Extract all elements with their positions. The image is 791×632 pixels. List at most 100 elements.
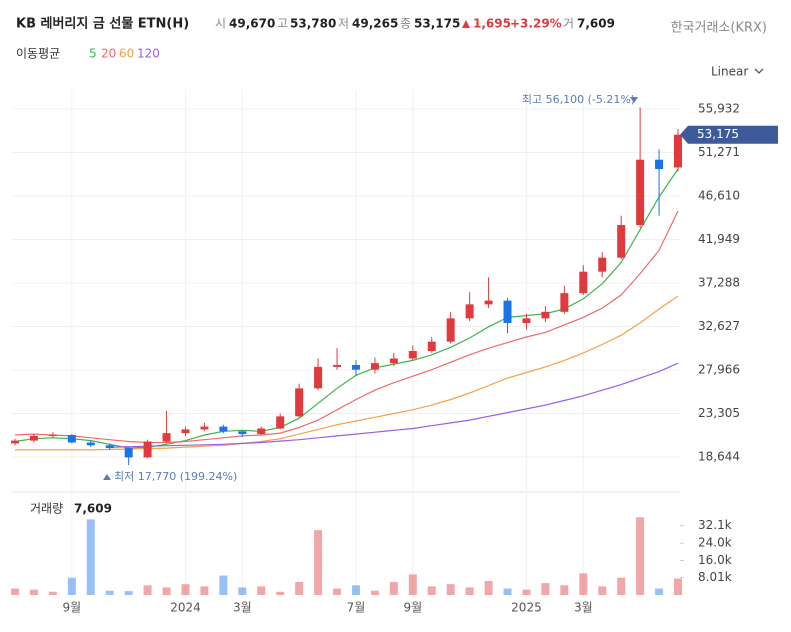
open: 49,670	[229, 17, 275, 31]
y-tick-label: 46,610	[698, 188, 740, 202]
low: 49,265	[352, 17, 398, 31]
candle-body	[465, 304, 474, 319]
volume-bar	[389, 582, 398, 595]
y-tick-label: 55,932	[698, 101, 740, 115]
x-tick-label: 3월	[574, 601, 593, 615]
chevron[interactable]	[754, 68, 764, 74]
exchange: 한국거래소(KRX)	[671, 21, 767, 36]
volume-last: 7,609	[74, 502, 112, 516]
candle-body	[541, 311, 550, 319]
candle-body	[219, 426, 228, 432]
change: 1,695	[473, 17, 511, 31]
volume-label: 거	[563, 17, 574, 31]
candle-body	[636, 159, 645, 226]
volume-bar	[48, 591, 57, 595]
volume-bar	[522, 589, 531, 595]
candle-body	[427, 341, 436, 352]
candle-body	[48, 435, 57, 437]
volume-bar	[200, 586, 209, 595]
volume-bar	[219, 575, 228, 595]
volume-bar	[333, 588, 342, 595]
candle-body	[370, 363, 379, 370]
volume-bar	[617, 577, 626, 595]
volume-bar	[124, 591, 133, 595]
price-tag	[680, 125, 778, 144]
volume-tick-label: 8.01k	[698, 570, 732, 584]
ma-legend: 120	[137, 47, 160, 61]
ma-label: 이동평균	[16, 47, 60, 61]
x-tick-label: 9월	[62, 601, 81, 615]
y-tick-label: 32,627	[698, 319, 740, 333]
volume-bar	[484, 580, 493, 595]
change-pct: +3.29%	[510, 17, 562, 31]
volume-bar	[541, 583, 550, 595]
high-marker	[630, 97, 638, 103]
candle-body	[389, 358, 398, 364]
volume-bar	[560, 585, 569, 595]
ma-legend: 5	[89, 47, 97, 61]
candle-body	[408, 351, 417, 359]
candle-body	[655, 159, 664, 170]
candle-body	[522, 318, 531, 324]
candle-body	[105, 445, 114, 449]
candle-body	[674, 134, 682, 168]
candle-body	[67, 435, 76, 443]
title: KB 레버리지 금 선물 ETN(H)	[16, 16, 189, 32]
volume-bar	[598, 586, 607, 595]
volume-bar	[655, 588, 664, 595]
volume-title: 거래량	[30, 502, 63, 516]
up-arrow	[462, 20, 470, 28]
price-tag-label: 53,175	[697, 127, 739, 141]
ma-line	[109, 362, 679, 448]
y-tick-label: 51,271	[698, 145, 740, 159]
volume-bar	[370, 590, 379, 595]
low-marker	[103, 474, 111, 480]
volume-bar	[86, 519, 95, 595]
volume-bar	[295, 582, 304, 595]
candle-body	[351, 365, 360, 370]
candle-body	[446, 318, 455, 342]
volume-bar	[446, 584, 455, 595]
volume-bar	[143, 585, 152, 595]
volume-bar	[181, 584, 190, 595]
open-label: 시	[215, 17, 226, 31]
volume-bar	[503, 588, 512, 595]
volume-bar	[276, 591, 285, 595]
volume-bar	[674, 578, 682, 595]
y-tick-label: 37,288	[698, 276, 740, 290]
candle-body	[86, 442, 95, 446]
volume-bar	[579, 573, 588, 595]
candle-body	[560, 293, 569, 312]
high-annotation: 최고 56,100 (-5.21%)	[522, 93, 635, 106]
candle-body	[579, 271, 588, 294]
ma-legend: 60	[119, 47, 134, 61]
volume: 7,609	[577, 17, 615, 31]
volume-bar	[11, 588, 19, 595]
candle-body	[124, 448, 133, 458]
scale-mode[interactable]: Linear	[711, 65, 748, 79]
candle-body	[314, 366, 323, 389]
candle-body	[11, 440, 19, 444]
x-tick-label: 7월	[347, 601, 366, 615]
candle-body	[29, 435, 38, 441]
volume-bar	[105, 590, 114, 595]
candle-body	[162, 433, 171, 442]
ma-line	[14, 168, 679, 449]
candle-body	[598, 257, 607, 272]
y-tick-label: 18,644	[698, 450, 740, 464]
candle-body	[295, 388, 304, 417]
volume-bar	[257, 586, 266, 595]
volume-bar	[351, 585, 360, 595]
volume-bar	[465, 587, 474, 595]
candle-body	[503, 300, 512, 324]
ma-legend: 20	[101, 47, 116, 61]
low-annotation: 최저 17,770 (199.24%)	[114, 470, 237, 483]
volume-bar	[29, 589, 38, 595]
y-tick-label: 27,966	[698, 363, 740, 377]
x-tick-label: 2024	[170, 601, 201, 615]
candle-body	[238, 431, 247, 435]
volume-tick-label: 24.0k	[698, 536, 732, 550]
candle-body	[484, 300, 493, 305]
volume-bar	[314, 530, 323, 595]
